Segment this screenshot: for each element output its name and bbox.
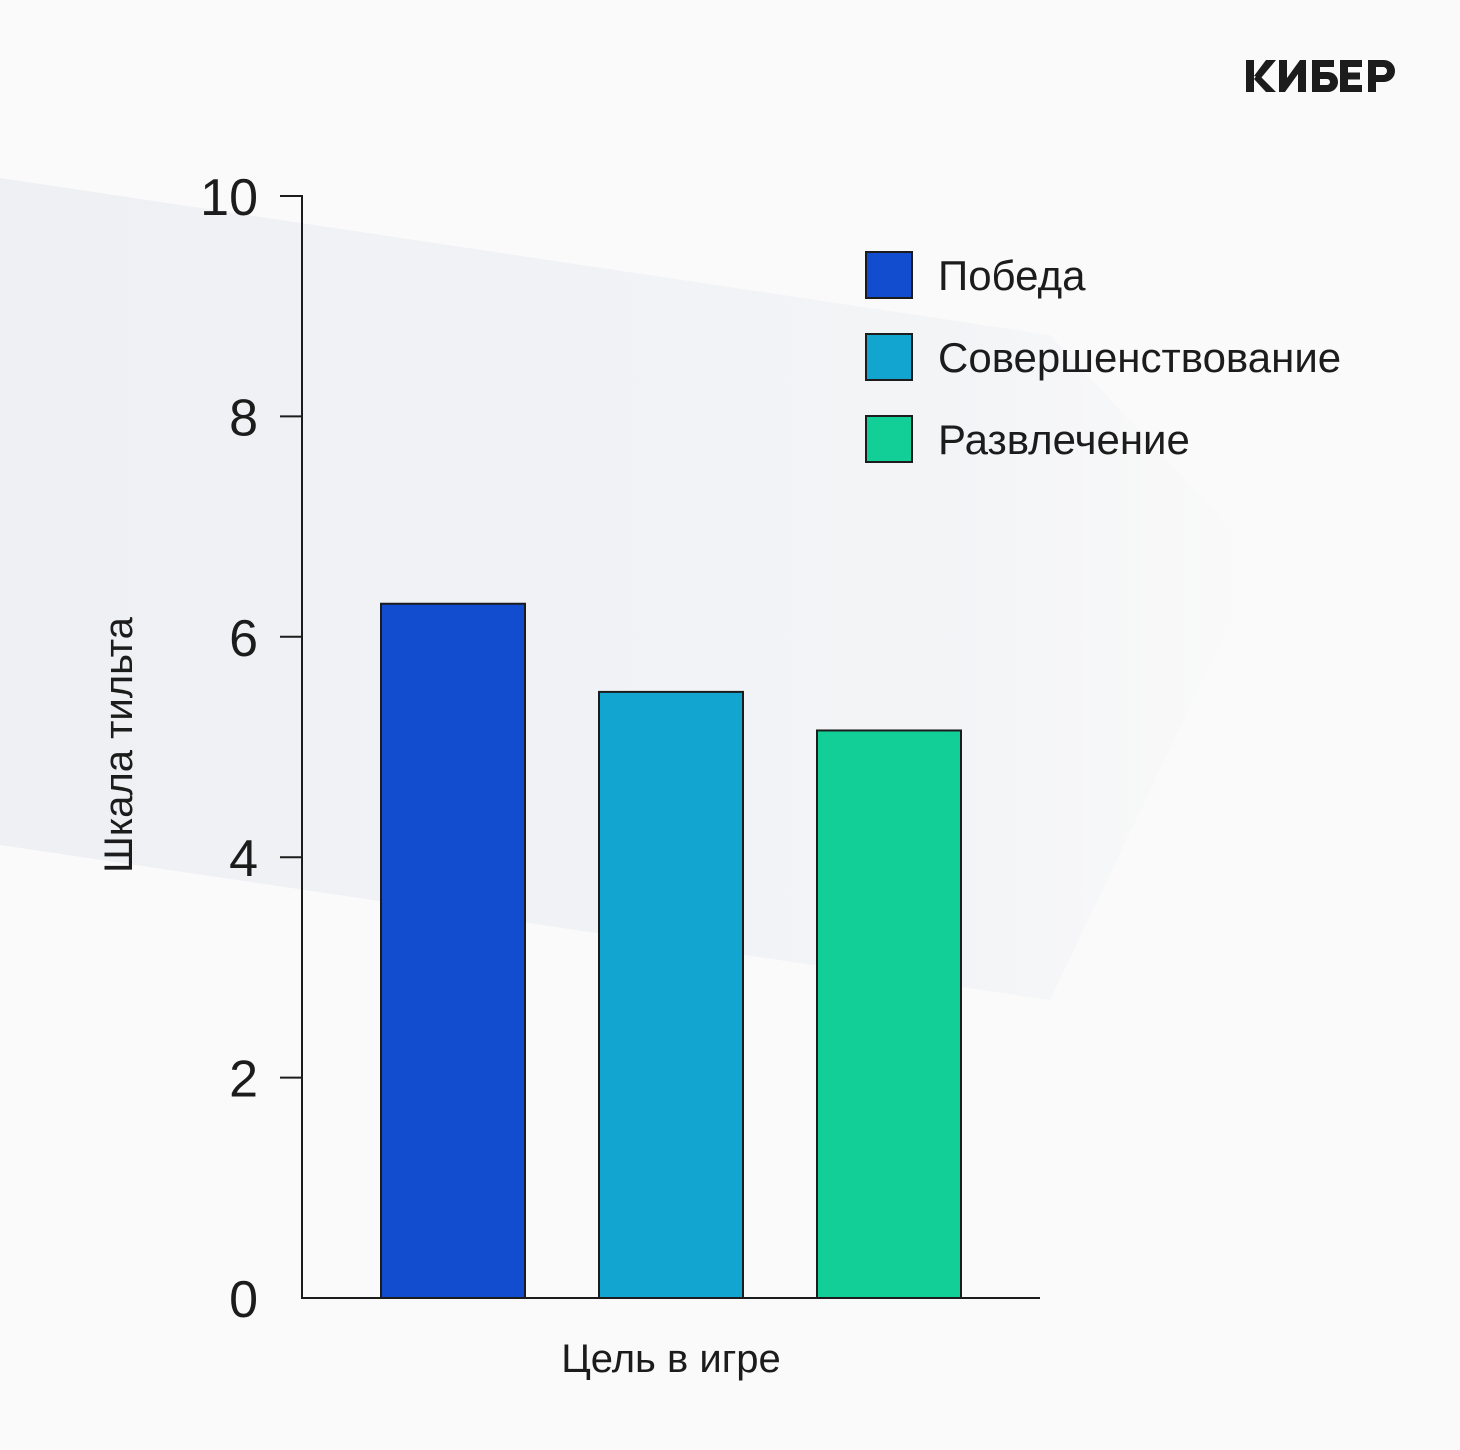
y-tick-label: 2 [229,1051,258,1109]
y-axis-title: Шкала тильта [97,616,141,873]
y-tick-label: 0 [229,1271,258,1329]
legend-label: Развлечение [938,416,1190,463]
bar-2 [598,690,744,1299]
bars [380,602,962,1299]
bar-3 [816,729,962,1299]
y-tick-label: 4 [229,830,258,888]
legend-label: Победа [938,252,1086,299]
bar-1 [380,602,526,1299]
legend-swatch [865,333,913,381]
x-axis-title: Цель в игре [561,1337,781,1381]
y-tick-label: 8 [229,389,258,447]
legend: Победа Совершенствование Развлечение [865,251,1341,463]
y-tick-label: 10 [200,169,258,227]
legend-swatch [865,251,913,299]
kiber-logo [1246,60,1395,92]
legend-label: Совершенствование [938,334,1341,381]
y-tick-label: 6 [229,610,258,668]
y-axis-ticks: 0 2 4 6 8 10 [200,169,302,1329]
legend-swatch [865,415,913,463]
